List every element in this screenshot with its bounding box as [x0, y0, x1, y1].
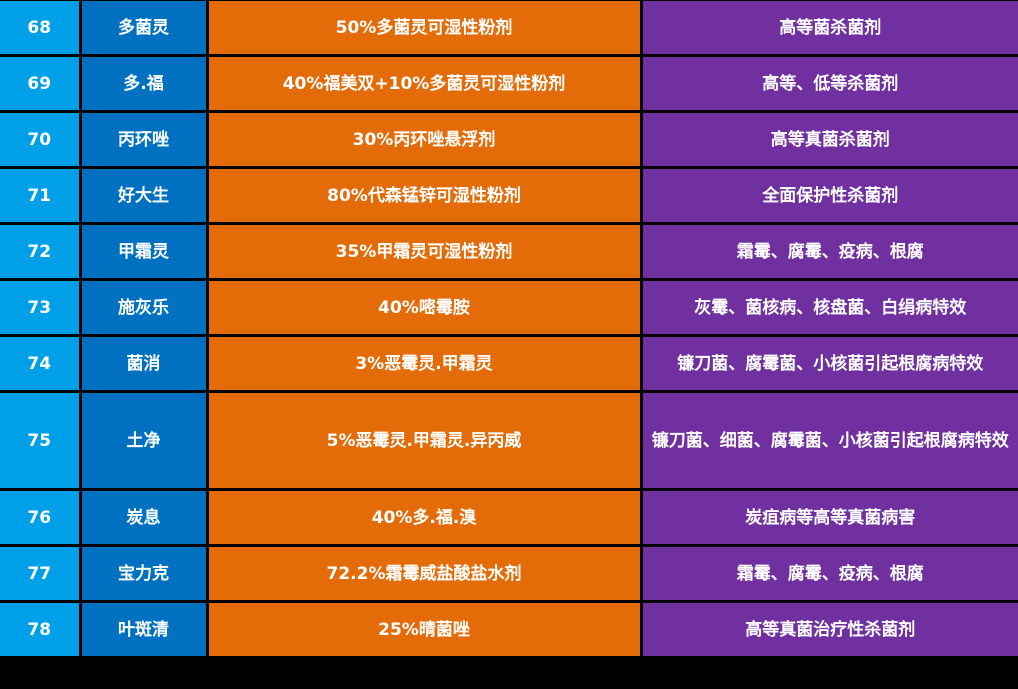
- formula-cell: 80%代森锰锌可湿性粉剂: [205, 166, 643, 225]
- usage-cell: 高等真菌杀菌剂: [639, 110, 1018, 169]
- usage-cell: 全面保护性杀菌剂: [639, 166, 1018, 225]
- row-number-cell: 70: [0, 110, 82, 169]
- product-name-cell: 好大生: [78, 166, 209, 225]
- usage-cell: 镰刀菌、细菌、腐霉菌、小核菌引起根腐病特效: [639, 390, 1018, 491]
- row-number-cell: 77: [0, 544, 82, 603]
- row-number-cell: 68: [0, 0, 82, 57]
- row-number-cell: 74: [0, 334, 82, 393]
- table-row: 74 菌消 3%恶霉灵.甲霜灵 镰刀菌、腐霉菌、小核菌引起根腐病特效: [0, 334, 1018, 393]
- product-name-cell: 炭息: [78, 488, 209, 547]
- usage-cell: 霜霉、腐霉、疫病、根腐: [639, 222, 1018, 281]
- usage-cell: 高等、低等杀菌剂: [639, 54, 1018, 113]
- row-number-cell: 78: [0, 600, 82, 659]
- row-number-cell: 73: [0, 278, 82, 337]
- formula-cell: 35%甲霜灵可湿性粉剂: [205, 222, 643, 281]
- product-name-cell: 多菌灵: [78, 0, 209, 57]
- formula-cell: 40%嘧霉胺: [205, 278, 643, 337]
- formula-cell: 50%多菌灵可湿性粉剂: [205, 0, 643, 57]
- table-row: 72 甲霜灵 35%甲霜灵可湿性粉剂 霜霉、腐霉、疫病、根腐: [0, 222, 1018, 281]
- usage-cell: 镰刀菌、腐霉菌、小核菌引起根腐病特效: [639, 334, 1018, 393]
- pesticide-table: 68 多菌灵 50%多菌灵可湿性粉剂 高等菌杀菌剂 69 多.福 40%福美双+10%多菌灵…: [0, 0, 1018, 659]
- table-row: 70 丙环唑 30%丙环唑悬浮剂 高等真菌杀菌剂: [0, 110, 1018, 169]
- product-name-cell: 甲霜灵: [78, 222, 209, 281]
- formula-cell: 72.2%霜霉威盐酸盐水剂: [205, 544, 643, 603]
- table-row: 69 多.福 40%福美双+10%多菌灵可湿性粉剂 高等、低等杀菌剂: [0, 54, 1018, 113]
- table-row: 73 施灰乐 40%嘧霉胺 灰霉、菌核病、核盘菌、白绢病特效: [0, 278, 1018, 337]
- product-name-cell: 多.福: [78, 54, 209, 113]
- row-number-cell: 75: [0, 390, 82, 491]
- product-name-cell: 土净: [78, 390, 209, 491]
- row-number-cell: 69: [0, 54, 82, 113]
- table-row: 75 土净 5%恶霉灵.甲霜灵.异丙威 镰刀菌、细菌、腐霉菌、小核菌引起根腐病特效: [0, 390, 1018, 491]
- table-row: 77 宝力克 72.2%霜霉威盐酸盐水剂 霜霉、腐霉、疫病、根腐: [0, 544, 1018, 603]
- formula-cell: 25%晴菌唑: [205, 600, 643, 659]
- usage-cell: 霜霉、腐霉、疫病、根腐: [639, 544, 1018, 603]
- formula-cell: 5%恶霉灵.甲霜灵.异丙威: [205, 390, 643, 491]
- formula-cell: 40%福美双+10%多菌灵可湿性粉剂: [205, 54, 643, 113]
- table-row: 76 炭息 40%多.福.溴 炭疽病等高等真菌病害: [0, 488, 1018, 547]
- usage-cell: 灰霉、菌核病、核盘菌、白绢病特效: [639, 278, 1018, 337]
- table-row: 68 多菌灵 50%多菌灵可湿性粉剂 高等菌杀菌剂: [0, 0, 1018, 57]
- formula-cell: 40%多.福.溴: [205, 488, 643, 547]
- product-name-cell: 叶斑清: [78, 600, 209, 659]
- product-name-cell: 丙环唑: [78, 110, 209, 169]
- row-number-cell: 71: [0, 166, 82, 225]
- table-row: 78 叶斑清 25%晴菌唑 高等真菌治疗性杀菌剂: [0, 600, 1018, 659]
- product-name-cell: 施灰乐: [78, 278, 209, 337]
- formula-cell: 3%恶霉灵.甲霜灵: [205, 334, 643, 393]
- table-row: 71 好大生 80%代森锰锌可湿性粉剂 全面保护性杀菌剂: [0, 166, 1018, 225]
- product-name-cell: 宝力克: [78, 544, 209, 603]
- formula-cell: 30%丙环唑悬浮剂: [205, 110, 643, 169]
- row-number-cell: 72: [0, 222, 82, 281]
- usage-cell: 炭疽病等高等真菌病害: [639, 488, 1018, 547]
- row-number-cell: 76: [0, 488, 82, 547]
- usage-cell: 高等真菌治疗性杀菌剂: [639, 600, 1018, 659]
- usage-cell: 高等菌杀菌剂: [639, 0, 1018, 57]
- product-name-cell: 菌消: [78, 334, 209, 393]
